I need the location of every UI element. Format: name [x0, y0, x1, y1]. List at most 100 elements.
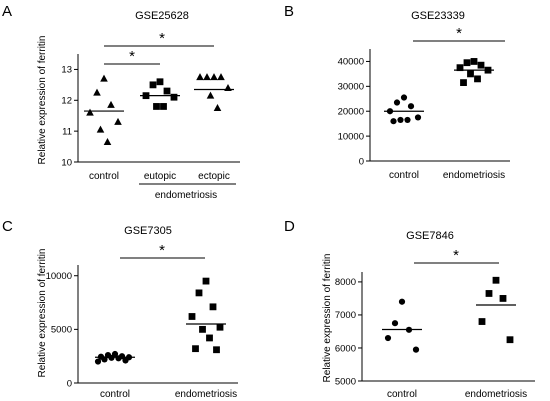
- panel-letter: D: [284, 218, 295, 235]
- data-point: [160, 103, 167, 110]
- data-point: [216, 323, 224, 331]
- data-point: [391, 320, 399, 327]
- data-point: [412, 346, 420, 353]
- category-label-endometriosis: endometriosis: [443, 170, 505, 181]
- data-point: [460, 79, 467, 86]
- category-label-endometriosis: endometriosis: [175, 389, 237, 400]
- y-tick-label: 0: [67, 378, 72, 389]
- data-point: [163, 87, 171, 95]
- data-point: [195, 289, 203, 297]
- data-point: [477, 61, 485, 69]
- data-point: [209, 303, 217, 311]
- data-point: [93, 88, 101, 96]
- data-point: [100, 74, 108, 82]
- category-label-control: control: [387, 389, 417, 400]
- data-point: [202, 277, 210, 285]
- data-point: [114, 117, 122, 125]
- data-point: [492, 276, 500, 284]
- y-tick-label: 10000: [338, 131, 364, 142]
- data-point: [407, 103, 415, 110]
- data-point: [115, 355, 122, 362]
- y-tick-label: 5000: [51, 325, 72, 336]
- data-point: [474, 75, 481, 83]
- panel-letter: C: [2, 218, 13, 235]
- data-point: [196, 73, 204, 81]
- data-point: [393, 99, 401, 106]
- chart-title: GSE7305: [124, 225, 172, 237]
- data-point: [96, 125, 105, 133]
- y-tick-label: 10: [61, 157, 72, 168]
- y-axis-label: Relative expression of ferritin: [37, 249, 48, 378]
- data-point: [485, 290, 493, 297]
- data-point: [456, 64, 464, 72]
- data-point: [203, 73, 211, 81]
- y-tick-label: 30000: [338, 82, 364, 93]
- y-tick-label: 12: [61, 96, 72, 107]
- chart-title: GSE25628: [135, 10, 189, 22]
- data-point: [506, 336, 514, 344]
- y-axis-label: Relative expression of ferritin: [322, 254, 333, 383]
- significance-star: *: [456, 25, 462, 42]
- category-label-ectopic: ectopic: [198, 171, 230, 182]
- category-label-eutopic: eutopic: [144, 171, 176, 182]
- data-point: [213, 346, 220, 354]
- group-label-endometriosis: endometriosis: [155, 190, 217, 201]
- data-point: [384, 334, 392, 342]
- data-point: [213, 104, 222, 111]
- data-point: [153, 103, 160, 110]
- category-label-control: control: [389, 170, 419, 181]
- category-label-control: control: [100, 389, 130, 400]
- data-point: [188, 313, 196, 320]
- y-axis-label: Relative expression of ferritin: [37, 36, 48, 165]
- significance-star: *: [453, 247, 459, 264]
- category-label-control: control: [89, 171, 119, 182]
- y-tick-label: 8000: [335, 277, 356, 288]
- data-point: [217, 73, 225, 81]
- category-label-endometriosis: endometriosis: [465, 389, 527, 400]
- data-point: [210, 73, 218, 81]
- data-point: [397, 116, 404, 124]
- data-point: [470, 58, 478, 65]
- y-tick-label: 6000: [335, 343, 356, 354]
- y-tick-label: 40000: [338, 57, 364, 68]
- panel-letter: A: [2, 3, 12, 20]
- data-point: [122, 357, 129, 364]
- data-point: [149, 81, 157, 89]
- chart-title: GSE7846: [406, 230, 454, 242]
- data-point: [107, 100, 115, 108]
- data-point: [86, 108, 94, 116]
- significance-star: *: [159, 30, 165, 47]
- data-point: [404, 116, 411, 124]
- panel-c: C GSE7305 Relative expression of ferriti…: [2, 218, 238, 400]
- data-point: [206, 91, 215, 99]
- y-tick-label: 20000: [338, 107, 364, 118]
- panel-d: D GSE7846 Relative expression of ferriti…: [284, 218, 535, 400]
- y-tick-label: 0: [359, 156, 364, 167]
- data-point: [499, 295, 507, 302]
- significance-star: *: [159, 242, 165, 259]
- significance-star: *: [129, 48, 135, 65]
- y-tick-label: 7000: [335, 310, 356, 321]
- data-point: [156, 78, 164, 86]
- y-tick-label: 11: [62, 126, 72, 137]
- y-tick-label: 10000: [46, 271, 72, 282]
- panel-b: B GSE23339 0 10000 20000 30000 40000 control…: [284, 3, 510, 181]
- data-point: [192, 345, 199, 353]
- panel-letter: B: [284, 3, 294, 20]
- data-point: [478, 318, 486, 325]
- data-point: [94, 358, 102, 365]
- data-point: [414, 114, 422, 121]
- data-point: [398, 298, 406, 305]
- data-point: [103, 137, 112, 145]
- data-point: [400, 94, 408, 101]
- chart-title: GSE23339: [411, 10, 465, 22]
- data-point: [170, 93, 178, 101]
- data-point: [463, 59, 471, 67]
- data-point: [206, 334, 213, 342]
- y-tick-label: 13: [61, 65, 72, 76]
- data-point: [390, 118, 397, 125]
- panel-a: A GSE25628 Relative expression of ferrit…: [2, 3, 240, 201]
- data-point: [467, 70, 474, 78]
- y-tick-label: 5000: [335, 376, 356, 387]
